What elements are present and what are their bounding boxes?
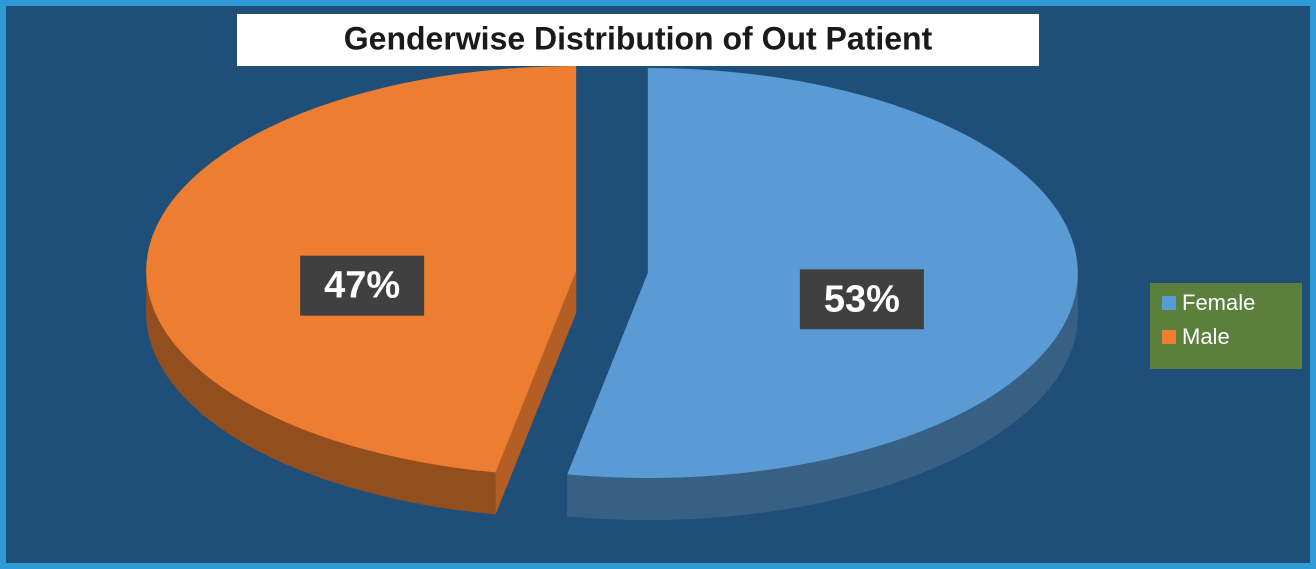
slice-outer-side: [567, 273, 1078, 521]
slice-cut-side: [495, 270, 577, 515]
legend-swatch: [1162, 330, 1176, 344]
title-box: [237, 14, 1039, 66]
data-label: 53%: [824, 278, 900, 320]
data-label: 47%: [324, 265, 400, 307]
legend-label: Male: [1182, 324, 1230, 349]
data-label-box: [799, 269, 924, 330]
slice-outer-side: [146, 270, 496, 515]
legend-swatch: [1162, 296, 1176, 310]
legend-label: Female: [1182, 290, 1255, 315]
chart-title: Genderwise Distribution of Out Patient: [344, 20, 933, 56]
data-label-box: [300, 255, 425, 316]
